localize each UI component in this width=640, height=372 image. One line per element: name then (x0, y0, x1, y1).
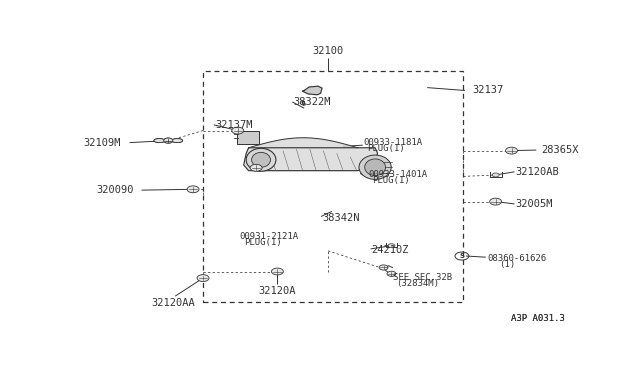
Text: 320090: 320090 (96, 185, 134, 195)
Ellipse shape (172, 139, 182, 142)
Text: 08360-61626: 08360-61626 (488, 254, 547, 263)
Circle shape (387, 271, 396, 276)
Circle shape (187, 186, 199, 193)
Text: SEE SEC.32B: SEE SEC.32B (394, 273, 452, 282)
Circle shape (164, 138, 173, 143)
Text: 32100: 32100 (312, 46, 344, 56)
Circle shape (490, 198, 502, 205)
Ellipse shape (365, 159, 385, 176)
Ellipse shape (359, 155, 391, 179)
Text: 32109M: 32109M (83, 138, 121, 148)
Text: 32137M: 32137M (215, 120, 252, 130)
FancyBboxPatch shape (237, 131, 259, 144)
Text: S: S (460, 253, 465, 259)
Circle shape (492, 173, 499, 177)
Circle shape (271, 268, 284, 275)
Ellipse shape (154, 139, 165, 142)
Text: 32005M: 32005M (515, 199, 553, 209)
Polygon shape (302, 86, 322, 95)
Circle shape (379, 265, 388, 270)
Text: 32120A: 32120A (259, 286, 296, 296)
Circle shape (388, 244, 395, 248)
Text: 32120AB: 32120AB (515, 167, 559, 177)
Ellipse shape (172, 139, 182, 142)
Text: 32120AA: 32120AA (152, 298, 195, 308)
Ellipse shape (246, 148, 276, 171)
Ellipse shape (154, 139, 165, 142)
Circle shape (197, 275, 209, 282)
Text: PLUG(1): PLUG(1) (367, 144, 404, 153)
Circle shape (250, 164, 262, 171)
Ellipse shape (252, 153, 271, 167)
Polygon shape (244, 148, 378, 171)
Text: A3P A031.3: A3P A031.3 (511, 314, 565, 323)
Text: PLUG(1): PLUG(1) (372, 176, 409, 185)
Text: 28365X: 28365X (541, 145, 579, 155)
Text: 32137: 32137 (472, 86, 503, 96)
Text: (32834M): (32834M) (396, 279, 440, 288)
Circle shape (232, 127, 244, 134)
Text: 00933-1401A: 00933-1401A (369, 170, 428, 179)
Text: 24210Z: 24210Z (372, 245, 409, 255)
Text: 00931-2121A: 00931-2121A (240, 232, 299, 241)
Polygon shape (302, 101, 305, 105)
Circle shape (506, 147, 518, 154)
Text: 38342N: 38342N (322, 213, 360, 223)
Text: (1): (1) (499, 260, 515, 269)
Text: 00933-1181A: 00933-1181A (364, 138, 423, 147)
Text: PLUG(1): PLUG(1) (244, 238, 282, 247)
Bar (203, 71, 463, 302)
Text: A3P A031.3: A3P A031.3 (511, 314, 565, 323)
Circle shape (164, 138, 173, 143)
Text: 38322M: 38322M (293, 97, 331, 107)
